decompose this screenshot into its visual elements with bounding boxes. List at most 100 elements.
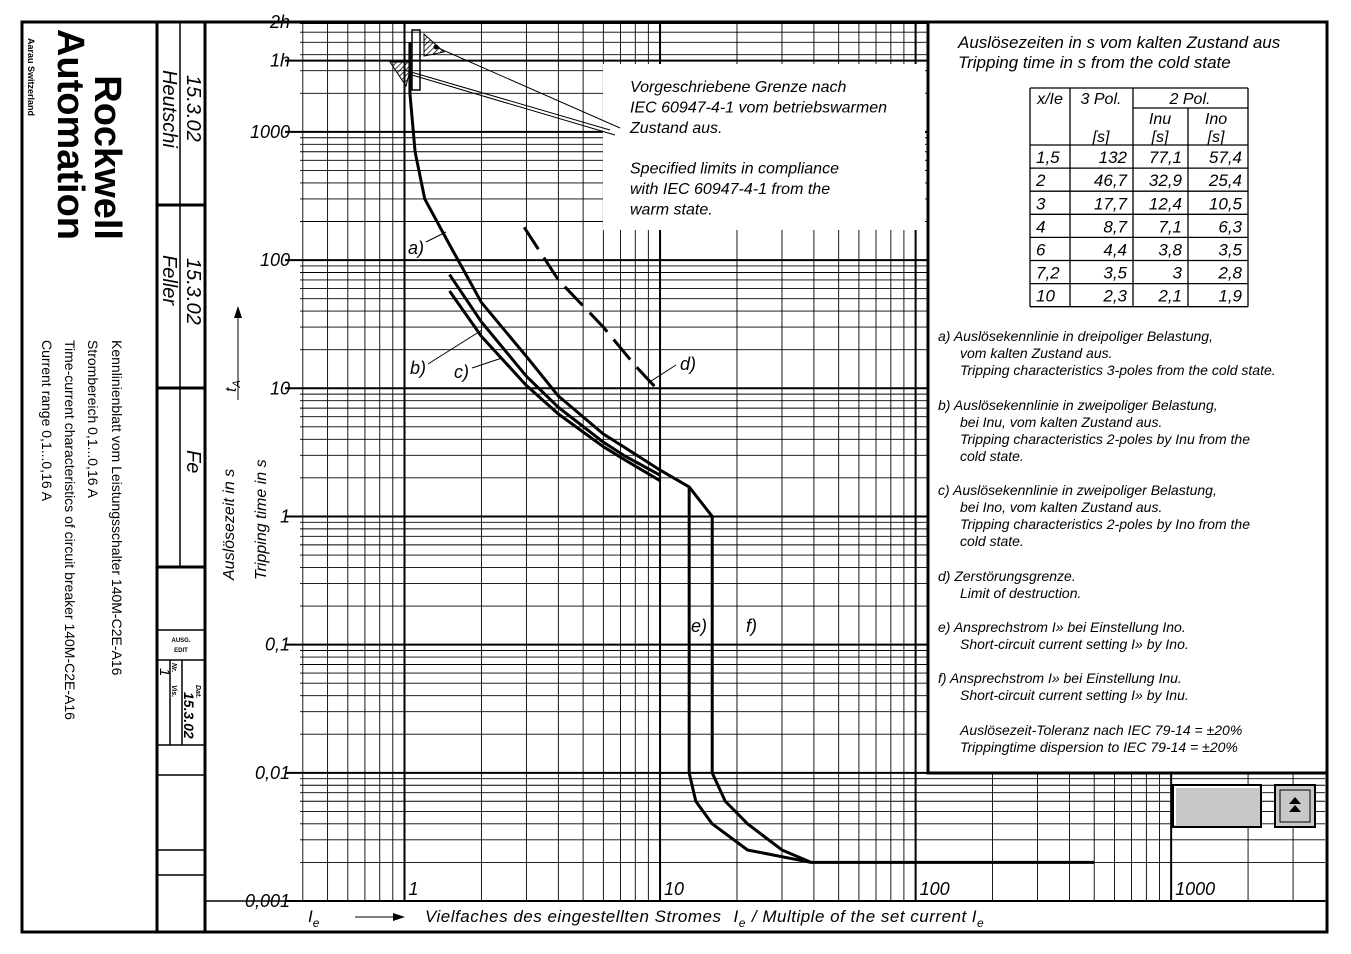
note-line: Limit of destruction. [960,585,1081,601]
table-cell: 2,1 [1157,287,1182,306]
date-label: Dat. [194,685,201,698]
description: Current range 0,1...0,16 A [39,340,55,502]
table-cell: 12,4 [1149,194,1182,213]
curve-label: d) [680,354,696,374]
table-cell: 6,3 [1218,217,1242,236]
y-tick-label: 10 [270,378,290,398]
note-line: vom kalten Zustand aus. [960,345,1113,361]
annotation-line: Specified limits in compliance [630,161,839,178]
y-label: Tripping time in s [253,459,270,580]
date: 15.3.02 [182,258,204,325]
edit-date: 15.3.02 [181,692,197,739]
curve-label: f) [746,616,757,636]
table-cell: 1,5 [1036,148,1060,167]
y-tick-label: 1 [280,506,290,526]
table-header: [s] [1207,129,1225,146]
table-header: [s] [1151,129,1169,146]
vis-label: Vis. [170,685,177,697]
scroll-top-button[interactable] [1274,784,1316,828]
curve-label: a) [408,238,424,258]
table-cell: 3 [1173,264,1183,283]
curve [448,290,661,483]
curve [659,468,1095,864]
note-line: cold state. [960,533,1024,549]
note-line: a) Auslösekennlinie in dreipoliger Belas… [938,328,1213,344]
y-tick-label: 2h [269,12,290,32]
x-symbol-sub: e [977,916,984,930]
y-tick-label: 1000 [250,122,290,142]
leader [403,69,611,131]
name: Heutschi [158,70,180,148]
leader [435,46,621,129]
annotation-line: Zustand aus. [629,120,723,137]
y-symbol: tA [223,380,243,392]
x-tick-label: 1 [409,879,419,899]
note-line: Tripping characteristics 2-poles by Ino … [960,516,1250,532]
table-cell: 46,7 [1094,171,1128,190]
note-line: Tripping characteristics 2-poles by Inu … [960,431,1250,447]
note-line: Tripping characteristics 3-poles from th… [960,362,1276,378]
table-cell: 2,3 [1102,287,1127,306]
x-symbol: Ie [308,907,320,930]
table-cell: 3,5 [1218,241,1242,260]
curve [448,273,661,477]
table-cell: 10 [1036,287,1055,306]
annotation-line: warm state. [630,202,713,219]
edit: 1 [156,668,173,676]
table-cell: 4,4 [1103,241,1127,260]
y-tick-label: 0,1 [265,635,290,655]
note-line: b) Auslösekennlinie in zweipoliger Belas… [938,397,1218,413]
table-cell: 10,5 [1209,194,1243,213]
limit-marker [423,32,446,57]
note-line: Trippingtime dispersion to IEC 79-14 = ±… [960,739,1238,755]
x-label: / Multiple of the set current [751,907,968,926]
date: 15.3.02 [182,75,204,142]
note-line: Short-circuit current setting I» by Inu. [960,687,1189,703]
note-line: d) Zerstörungsgrenze. [938,568,1076,584]
curve-label: e) [691,616,707,636]
table-cell: 2,8 [1217,264,1242,283]
company: Rockwell [86,75,128,240]
curves: a) b) c) d) e) f) [408,42,1095,864]
leader-dot [433,44,439,50]
annotation-line: with IEC 60947-4-1 from the [630,181,830,198]
table-title: Tripping time in s from the cold state [958,53,1231,72]
x-symbol-sub: e [739,916,746,930]
nr-label: Nr. [170,663,177,672]
company: Automation [49,29,91,240]
table-cell: 3,5 [1103,264,1127,283]
y-tick-label: 0,01 [255,763,290,783]
y-symbol-sub: A [231,380,243,388]
y-symbol: t [223,387,240,392]
table-title: Auslösezeiten in s vom kalten Zustand au… [957,33,1281,52]
table-cell: 7,1 [1158,217,1182,236]
x-label: Vielfaches des eingestellten Stromes [425,907,721,926]
table-header: [s] [1092,129,1110,146]
table-cell: 8,7 [1103,217,1127,236]
leader [411,74,616,136]
table-cell: 77,1 [1149,148,1182,167]
table-header: 3 Pol. [1081,91,1122,108]
y-tick-label: 1h [270,51,290,71]
curve-label: c) [454,362,469,382]
x-symbol: I [733,907,738,926]
table-cell: 132 [1099,148,1128,167]
table-cell: 3 [1036,194,1046,213]
name: Feller [158,255,180,306]
note-line: f) Ansprechstrom I» bei Einstellung Inu. [938,670,1182,686]
button[interactable] [1172,784,1262,828]
y-arrow-head [234,306,242,318]
description: Time-current characteristics of circuit … [62,340,78,720]
note-line: e) Ansprechstrom I» bei Einstellung Ino. [938,619,1186,635]
table-header: Inu [1149,111,1171,128]
y-label: Auslösezeit in s [221,469,238,581]
description: Kennlinienblatt vom Leistungsschalter 14… [109,340,125,676]
x-arrow-head [393,913,405,921]
notes: a) Auslösekennlinie in dreipoliger Belas… [938,328,1276,755]
x-tick-label: 100 [920,879,950,899]
y-tick-label: 100 [260,250,290,270]
x-tick-label: 10 [664,879,684,899]
table-cell: 1,9 [1218,287,1242,306]
curve [408,42,661,472]
note-line: Auslösezeit-Toleranz nach IEC 79-14 = ±2… [959,722,1242,738]
